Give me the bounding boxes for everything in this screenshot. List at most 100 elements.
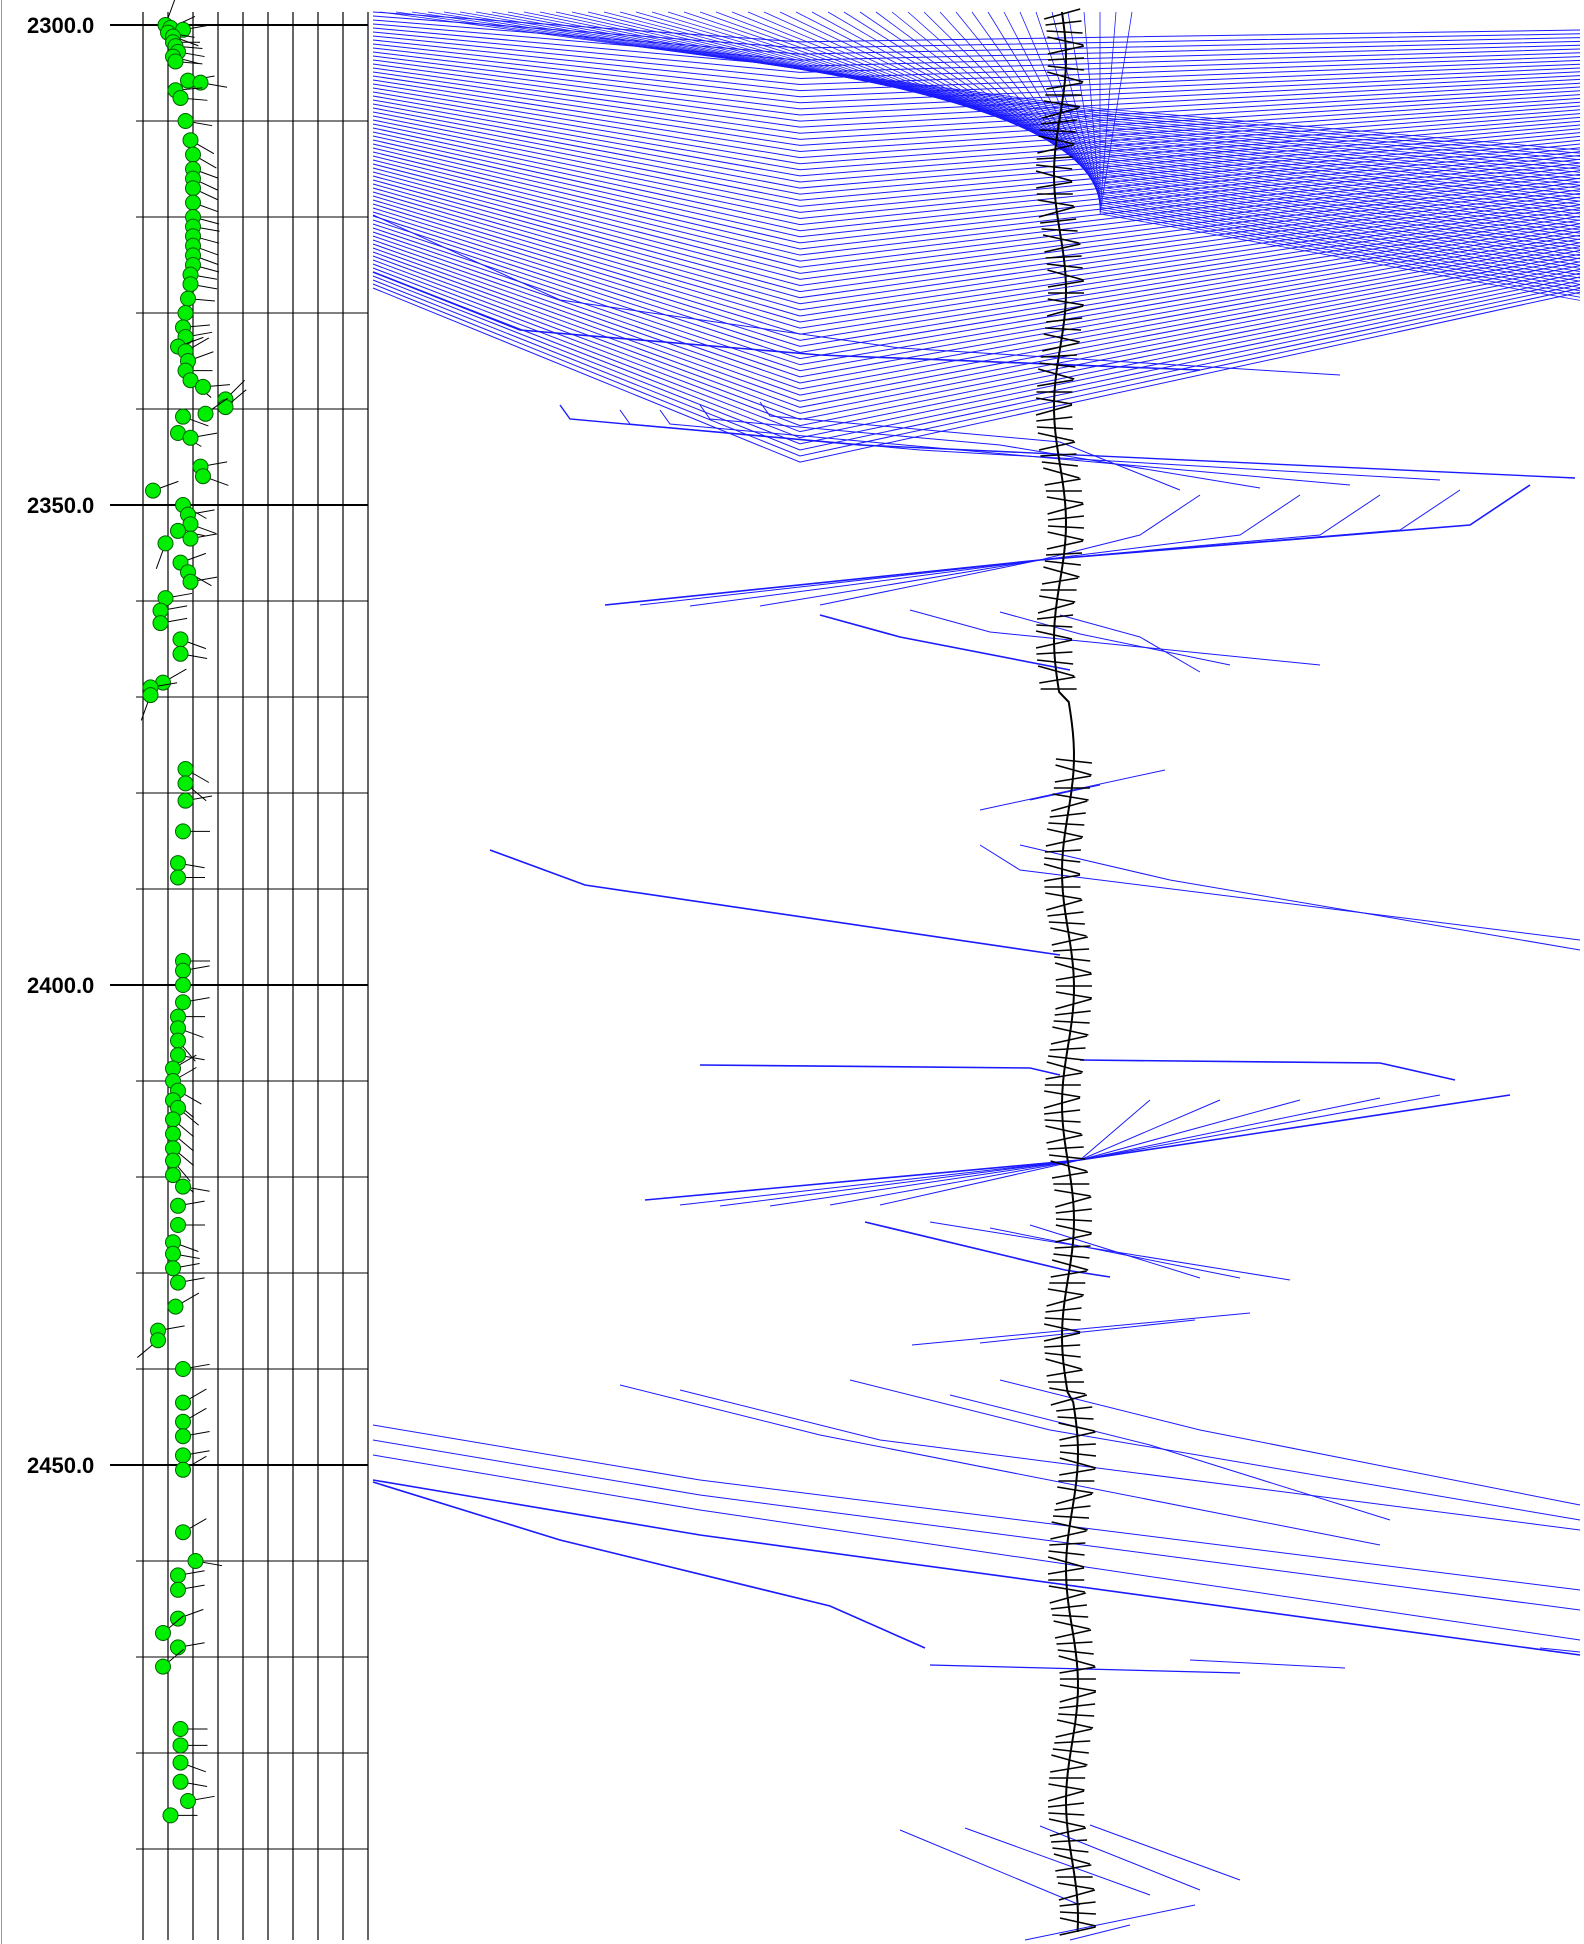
bottom-bed <box>1189 1659 1346 1669</box>
well-curve-hatch <box>1045 1072 1082 1080</box>
well-curve-hatch <box>1053 1515 1090 1519</box>
z-bed-lower <box>639 489 1461 606</box>
well-curve-hatch <box>1044 1090 1081 1098</box>
well-curve-hatch <box>1056 1406 1093 1412</box>
bottom-bed <box>372 1481 926 1649</box>
well-curve-hatch <box>1045 892 1082 900</box>
well-curve-hatch <box>1036 156 1073 160</box>
v-bed <box>911 1312 1251 1346</box>
well-curve-hatch <box>1057 1882 1095 1890</box>
tadpole-marker <box>175 408 191 425</box>
fan-line <box>372 171 1581 287</box>
well-curve-hatch <box>1047 280 1085 288</box>
well-curve-hatch <box>1045 837 1083 847</box>
z-bed-upper <box>659 409 1351 486</box>
well-curve-hatch <box>1048 1812 1085 1816</box>
well-curve-hatch <box>1053 1853 1091 1865</box>
well-curve-hatch <box>1038 206 1076 218</box>
well-curve-hatch <box>1037 659 1074 665</box>
tadpole-marker <box>180 1793 196 1809</box>
well-curve-hatch <box>1051 1259 1089 1271</box>
tadpole-marker <box>217 399 234 416</box>
well-curve-hatch <box>1059 1457 1096 1469</box>
well-curve-hatch <box>1059 1443 1096 1447</box>
tadpole-marker <box>170 522 186 539</box>
fan-line <box>372 207 1581 341</box>
well-curve-hatch <box>1059 1901 1096 1907</box>
bottom-v <box>899 1829 1081 1906</box>
well-curve-hatch <box>1050 1035 1088 1045</box>
tadpole-marker <box>165 1260 181 1277</box>
well-curve-hatch <box>1050 1394 1088 1406</box>
tadpole-marker <box>170 1639 186 1656</box>
fan-line <box>372 179 1581 299</box>
well-curve-hatch <box>1059 1684 1097 1692</box>
tadpole-marker <box>172 1737 189 1754</box>
tadpole-marker <box>162 1807 179 1824</box>
well-curve-hatch <box>1043 1332 1081 1342</box>
lower-bed <box>1059 614 1201 673</box>
well-curve-hatch <box>1054 1629 1092 1639</box>
fan-line <box>372 115 1581 201</box>
fan-line <box>372 43 1581 92</box>
well-curve-hatch <box>1036 651 1073 655</box>
well-curve-hatch <box>1037 144 1074 154</box>
well-curve-line <box>1053 11 1079 1933</box>
fan-line <box>372 71 1581 134</box>
fan-line <box>372 103 1581 183</box>
well-curve-hatch <box>1048 1550 1085 1556</box>
fan-line <box>372 163 1581 274</box>
tadpole-marker <box>170 855 186 872</box>
well-curve-hatch <box>1046 317 1083 323</box>
well-curve-hatch <box>1054 956 1091 962</box>
tadpole-marker <box>182 276 199 293</box>
well-curve-hatch <box>1046 828 1084 838</box>
fan-line <box>372 227 1581 372</box>
fan-line <box>372 87 1581 159</box>
well-curve-hatch <box>1044 1344 1081 1348</box>
well-curve-hatch <box>1044 560 1081 566</box>
well-curve-hatch <box>1053 1020 1090 1024</box>
mid-bed <box>489 849 1061 956</box>
depth-tick-label: 2350.0 <box>27 493 94 518</box>
lower-bed <box>999 611 1231 666</box>
tadpole-marker <box>172 1721 189 1737</box>
well-curve-hatch <box>1041 461 1078 467</box>
tadpole-marker <box>170 1581 186 1598</box>
fan-line <box>372 271 1581 439</box>
well-curve-hatch <box>1054 1245 1091 1249</box>
tadpole-marker <box>192 74 209 91</box>
tadpole-marker <box>175 1524 191 1541</box>
well-curve-hatch <box>1044 8 1081 20</box>
well-curve-hatch <box>1037 199 1074 207</box>
well-curve-hatch <box>1045 552 1083 556</box>
well-curve-hatch <box>1051 936 1088 946</box>
well-curve-hatch <box>1042 342 1079 352</box>
fan-line <box>372 267 1581 433</box>
v-bed <box>929 1221 1291 1281</box>
well-curve-hatch <box>1039 676 1076 684</box>
well-curve-hatch <box>1047 515 1085 521</box>
tadpole-marker <box>197 405 214 422</box>
well-curve-hatch <box>1036 416 1073 422</box>
fan-line <box>372 191 1581 317</box>
tadpole-marker <box>175 962 191 979</box>
well-curve-hatch <box>1035 639 1073 649</box>
well-curve-hatch <box>1047 1790 1085 1802</box>
tadpole-marker <box>170 1217 186 1233</box>
fan-line <box>372 31 1581 73</box>
z-bed-lower <box>759 494 1301 607</box>
mid-bed <box>979 844 1581 941</box>
depth-tick-label: 2450.0 <box>27 1453 94 1478</box>
bottom-v <box>1069 1924 1131 1941</box>
well-curve-hatch <box>1037 665 1075 677</box>
well-curve-hatch <box>1044 1317 1081 1321</box>
tadpole-marker <box>182 573 199 590</box>
well-curve-hatch <box>1038 135 1075 145</box>
fan-line <box>372 239 1581 390</box>
well-curve-hatch <box>1047 1567 1085 1575</box>
tadpole-marker <box>175 1428 191 1445</box>
well-curve-hatch <box>1048 1783 1085 1791</box>
tadpole-marker <box>157 535 174 552</box>
